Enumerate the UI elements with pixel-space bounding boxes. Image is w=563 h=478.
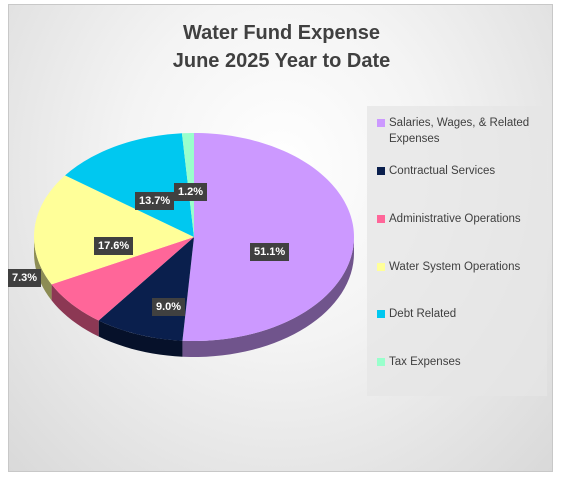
chart-frame: Water Fund Expense June 2025 Year to Dat… (8, 4, 553, 472)
pie-slice (51, 237, 195, 321)
data-label: 51.1% (250, 243, 290, 261)
legend-label: Contractual Services (389, 165, 496, 177)
legend-label: Administrative Operations (389, 213, 521, 225)
pie-slice (34, 175, 194, 285)
legend-swatch (377, 263, 385, 271)
legend-swatch (377, 358, 385, 366)
legend-swatch (377, 119, 385, 127)
chart-title: Water Fund Expense June 2025 Year to Dat… (9, 19, 554, 75)
data-label: 17.6% (94, 237, 134, 255)
pie-chart (34, 133, 354, 357)
pie-slice-side (51, 284, 99, 337)
pie-slice (65, 133, 194, 237)
chart-title-line-1: Water Fund Expense (182, 22, 381, 44)
pie-slice-side (34, 237, 52, 301)
legend-label: Water System Operations (389, 261, 521, 273)
legend-swatch (377, 167, 385, 175)
chart-title-line-2: June 2025 Year to Date (172, 50, 391, 72)
legend-label: Salaries, Wages, & Related Expenses (389, 117, 530, 145)
pie-slice-side (182, 237, 354, 357)
legend: Salaries, Wages, & Related Expenses Cont… (367, 106, 547, 396)
legend-label: Tax Expenses (389, 356, 461, 368)
pie-slice-side (98, 320, 183, 357)
data-label: 7.3% (8, 269, 42, 287)
data-label: 13.7% (135, 192, 175, 210)
data-label: 1.2% (174, 183, 208, 201)
pie-slice (182, 133, 354, 341)
data-label: 9.0% (152, 298, 186, 316)
legend-swatch (377, 215, 385, 223)
legend-label: Debt Related (389, 308, 457, 320)
legend-swatch (377, 310, 385, 318)
